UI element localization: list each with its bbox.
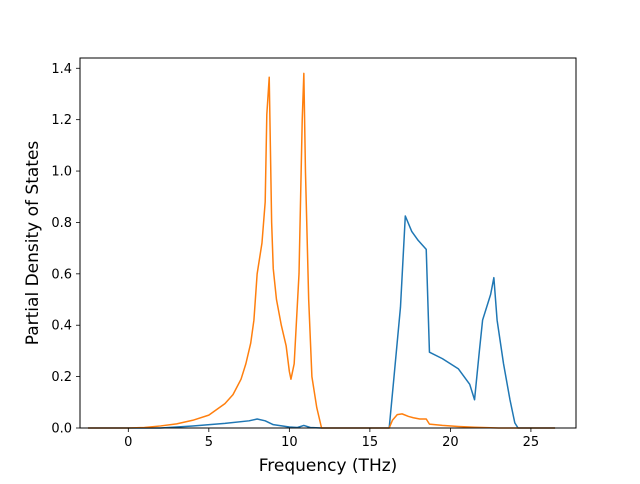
series-line-2	[88, 72, 556, 429]
axes-frame	[79, 57, 577, 429]
plot-area	[88, 72, 556, 429]
x-axis-label: Frequency (THz)	[259, 456, 398, 476]
x-tick-label: 15	[362, 435, 379, 450]
y-tick-label: 0.2	[51, 370, 72, 385]
y-tick-label: 0.0	[51, 422, 72, 437]
y-axis-ticks: 0.0 0.2 0.4 0.6 0.8 1.0 1.2 1.4	[51, 62, 80, 437]
x-tick-label: 10	[281, 435, 298, 450]
x-tick-label: 5	[205, 435, 213, 450]
y-axis-label: Partial Density of States	[23, 141, 43, 346]
x-tick-label: 20	[442, 435, 459, 450]
series-line-1	[88, 215, 556, 429]
y-tick-label: 0.8	[51, 216, 72, 231]
y-tick-label: 1.0	[51, 165, 72, 180]
y-tick-label: 1.2	[51, 113, 72, 128]
x-tick-label: 25	[523, 435, 540, 450]
y-tick-label: 1.4	[51, 62, 72, 77]
y-tick-label: 0.6	[51, 267, 72, 282]
y-tick-label: 0.4	[51, 319, 72, 334]
x-tick-label: 0	[124, 435, 132, 450]
x-axis-ticks: 0 5 10 15 20 25	[124, 428, 539, 450]
